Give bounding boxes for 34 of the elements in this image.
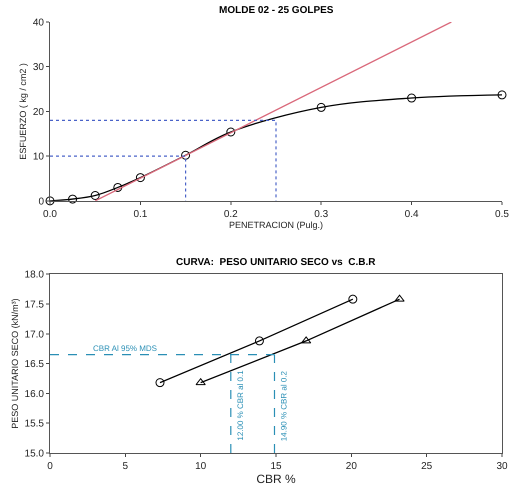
y-tick-label: 30 [32, 62, 44, 74]
x-tick-label: 30 [496, 461, 508, 472]
x-tick-label: 0.4 [404, 208, 419, 220]
x-tick-label: 0.2 [224, 208, 238, 220]
chart-title: MOLDE 02 - 25 GOLPES [219, 5, 334, 16]
x-tick-label: 15 [270, 461, 282, 472]
x-tick-label: 10 [195, 461, 207, 472]
annotation: 12.00 % CBR al 0.1 [236, 370, 245, 441]
y-tick-label: 16.0 [24, 388, 44, 400]
y-axis-title: ESFUERZO ( kg / cm2 ) [18, 63, 28, 160]
y-tick-label: 17.0 [24, 329, 44, 340]
y-tick-label: 20 [32, 106, 44, 118]
x-tick-label: 0.5 [495, 208, 510, 220]
x-axis-title: PENETRACION (Pulg.) [228, 220, 324, 230]
chart-title: CURVA: PESO UNITARIO SECO vs C.B.R [176, 257, 376, 268]
x-axis-title: CBR % [256, 472, 296, 486]
x-tick-label: 0.1 [133, 208, 148, 220]
x-tick-label: 20 [346, 461, 358, 472]
y-tick-label: 15.0 [24, 448, 44, 460]
x-tick-label: 0.3 [314, 208, 329, 220]
annotation: CBR Al 95% MDS [93, 344, 158, 353]
y-tick-label: 15.5 [24, 418, 44, 430]
y-tick-label: 16.5 [24, 359, 44, 370]
x-tick-label: 5 [122, 461, 129, 472]
y-tick-label: 40 [32, 18, 44, 28]
x-tick-label: 0 [47, 461, 54, 472]
x-tick-label: 25 [421, 461, 433, 472]
x-tick-label: 0.0 [43, 208, 58, 220]
y-tick-label: 18.0 [24, 270, 44, 281]
annotation: 14.90 % CBR al 0.2 [280, 370, 289, 442]
y-tick-label: 0 [38, 196, 44, 208]
y-axis-title: PESO UNITARIO SECO (kN/m³) [10, 298, 20, 429]
y-tick-label: 10 [32, 152, 44, 163]
y-tick-label: 17.5 [24, 299, 44, 310]
